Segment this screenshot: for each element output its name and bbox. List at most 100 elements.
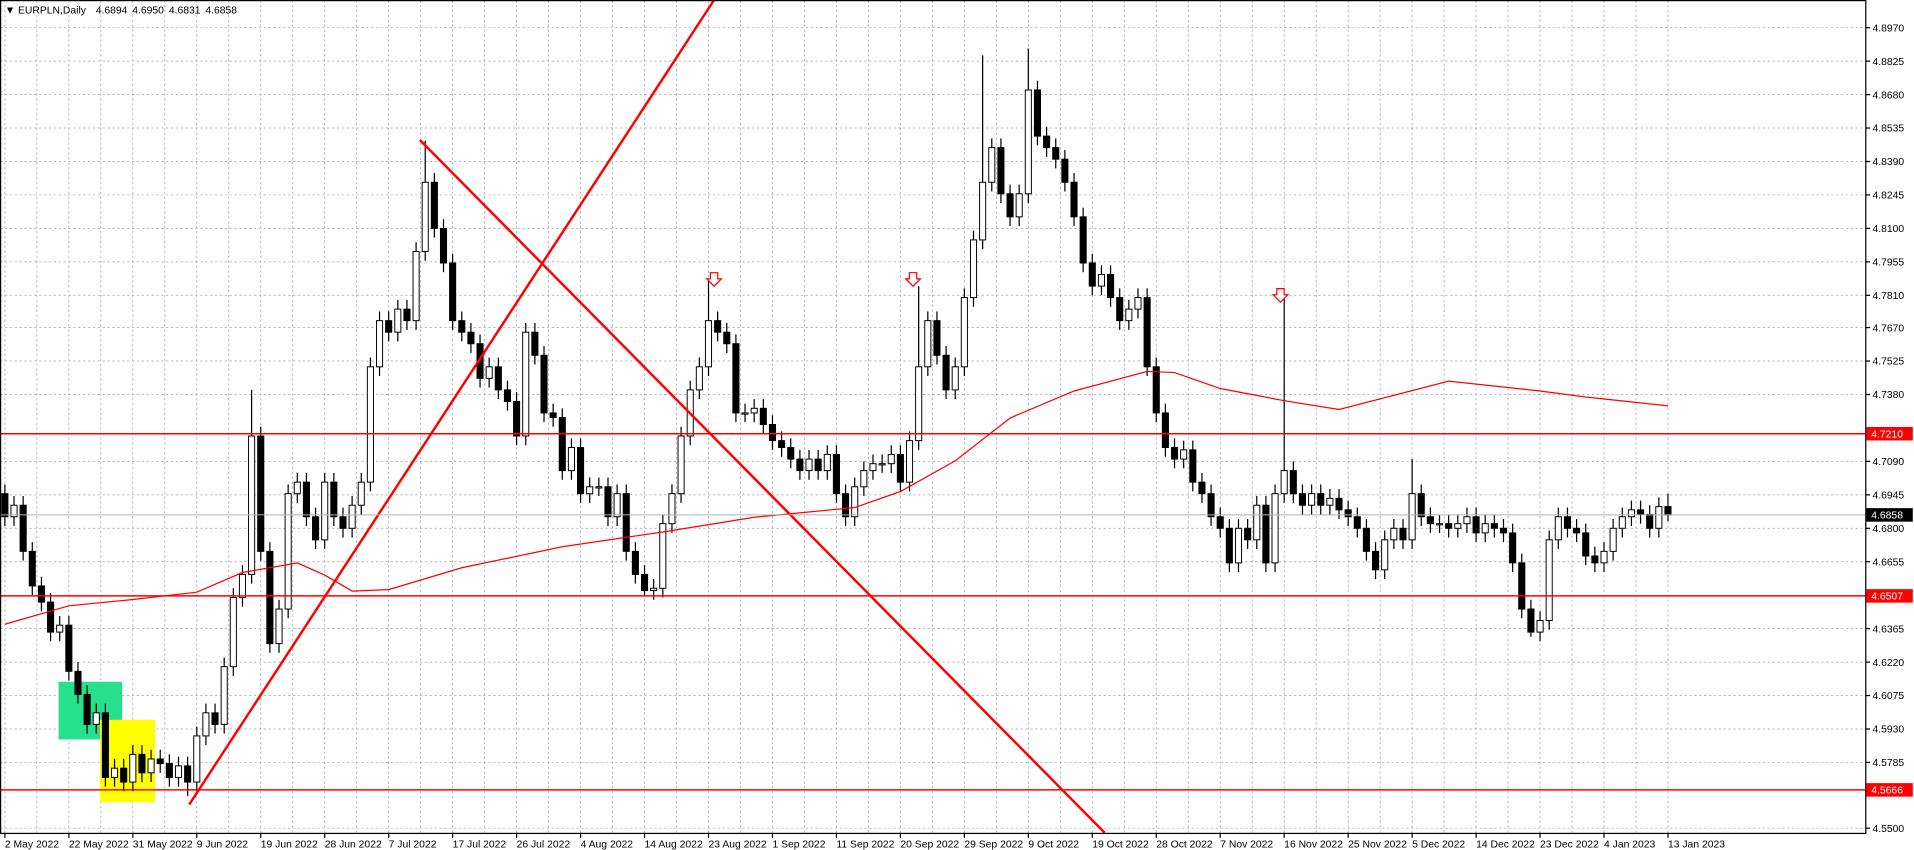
candle-body — [1125, 308, 1133, 322]
candle-body — [494, 366, 502, 391]
candle-body — [1463, 516, 1471, 525]
candle-body — [184, 765, 192, 783]
candle-body — [951, 366, 959, 391]
candle-body — [37, 585, 45, 603]
candle-body — [403, 308, 411, 322]
x-tick-label: 20 Sep 2022 — [900, 840, 959, 850]
candle-body — [750, 407, 758, 414]
overlay-layer — [0, 370, 1866, 791]
candle-body — [1161, 412, 1169, 449]
level-box — [1866, 783, 1913, 797]
x-tick-label: 29 Sep 2022 — [964, 840, 1023, 850]
level-label: 4.6507 — [1871, 592, 1903, 603]
candle-body — [1554, 516, 1562, 541]
x-tick-label: 19 Oct 2022 — [1092, 840, 1149, 850]
candle-body — [92, 712, 100, 725]
y-tick-label: 4.8970 — [1872, 23, 1904, 34]
candle-body — [759, 407, 767, 425]
candle-body — [28, 550, 36, 587]
x-tick-label: 31 May 2022 — [133, 840, 193, 850]
candle-body — [1390, 527, 1398, 541]
level-label: 4.7210 — [1871, 429, 1903, 440]
chart-header: ▼ EURPLN,Daily 4.6894 4.6950 4.6831 4.6858 — [5, 5, 237, 16]
candle-body — [65, 624, 73, 672]
candle-body — [915, 366, 923, 442]
plot-frame — [0, 0, 1867, 835]
candle-body — [1143, 297, 1151, 368]
candle-body — [421, 181, 429, 252]
x-tick-label: 19 Jun 2022 — [261, 840, 318, 850]
candle-body — [1317, 493, 1325, 506]
level-box — [1866, 426, 1913, 441]
x-tick-label: 7 Jul 2022 — [389, 840, 437, 850]
candle-body — [266, 550, 274, 645]
candle-body — [348, 504, 356, 529]
y-tick-label: 4.8390 — [1872, 157, 1904, 168]
bar-high: 4.6950 — [132, 5, 164, 16]
y-tick-label: 4.7955 — [1872, 257, 1904, 268]
candle-body — [1234, 527, 1243, 564]
x-tick-label: 4 Jan 2023 — [1604, 840, 1655, 850]
signal-arrow — [705, 272, 723, 288]
candle-body — [842, 493, 850, 518]
candle-body — [138, 753, 146, 774]
candle-body — [979, 181, 987, 241]
candle-body — [366, 366, 374, 483]
y-tick-label: 4.8680 — [1872, 90, 1904, 101]
candle-body — [1271, 493, 1279, 564]
candle-body — [229, 597, 237, 668]
candle-body — [869, 463, 877, 472]
candle-body — [531, 331, 539, 356]
candle-body — [668, 493, 676, 525]
candle-body — [567, 447, 575, 472]
candle-body — [357, 481, 365, 506]
candle-body — [1298, 493, 1307, 506]
y-tick-label: 4.7810 — [1872, 291, 1904, 302]
candle-body — [47, 601, 55, 633]
candle-body — [832, 453, 840, 495]
candle-body — [1582, 532, 1590, 557]
candle-body — [1170, 447, 1179, 460]
candle-body — [960, 297, 968, 368]
candle-body — [193, 735, 201, 783]
candle-body — [1253, 504, 1261, 541]
candle-body — [860, 470, 868, 488]
candle-body — [796, 458, 804, 472]
y-tick-label: 4.6655 — [1872, 557, 1904, 568]
candle-body — [1280, 470, 1288, 495]
candle-body — [1499, 527, 1508, 534]
level-box — [1866, 589, 1913, 603]
menu-triangle: ▼ — [5, 5, 18, 16]
candle-body — [10, 504, 18, 518]
candle-body — [1646, 513, 1654, 529]
x-tick-label: 5 Dec 2022 — [1412, 840, 1465, 850]
x-tick-label: 23 Dec 2022 — [1540, 840, 1599, 850]
candle-body — [1435, 523, 1444, 526]
candle-body — [1372, 550, 1380, 571]
candle-body — [704, 320, 713, 368]
candle-body — [1573, 527, 1581, 534]
x-tick-label: 4 Aug 2022 — [581, 840, 634, 850]
y-tick-label: 4.8100 — [1872, 224, 1904, 235]
y-tick-label: 4.6945 — [1872, 490, 1904, 501]
candle-body — [147, 758, 155, 774]
candle-body — [412, 250, 420, 322]
candle-body — [430, 181, 438, 229]
candle-body — [650, 587, 658, 592]
x-tick-label: 22 May 2022 — [69, 840, 129, 850]
candle-body — [1189, 449, 1197, 483]
candle-body — [330, 481, 338, 518]
y-tick-label: 4.6075 — [1872, 691, 1904, 702]
x-tick-label: 28 Jun 2022 — [325, 840, 382, 850]
candle-body — [741, 412, 749, 415]
x-tick-label: 2 May 2022 — [5, 840, 59, 850]
moving-average — [4, 370, 1669, 625]
candle-body — [458, 320, 466, 333]
candle-body — [1344, 509, 1352, 518]
bar-open: 4.6894 — [96, 5, 128, 16]
candle-body — [549, 412, 557, 419]
y-tick-label: 4.5500 — [1872, 824, 1904, 835]
candle-body — [1033, 89, 1042, 137]
x-tick-label: 14 Dec 2022 — [1476, 840, 1535, 850]
